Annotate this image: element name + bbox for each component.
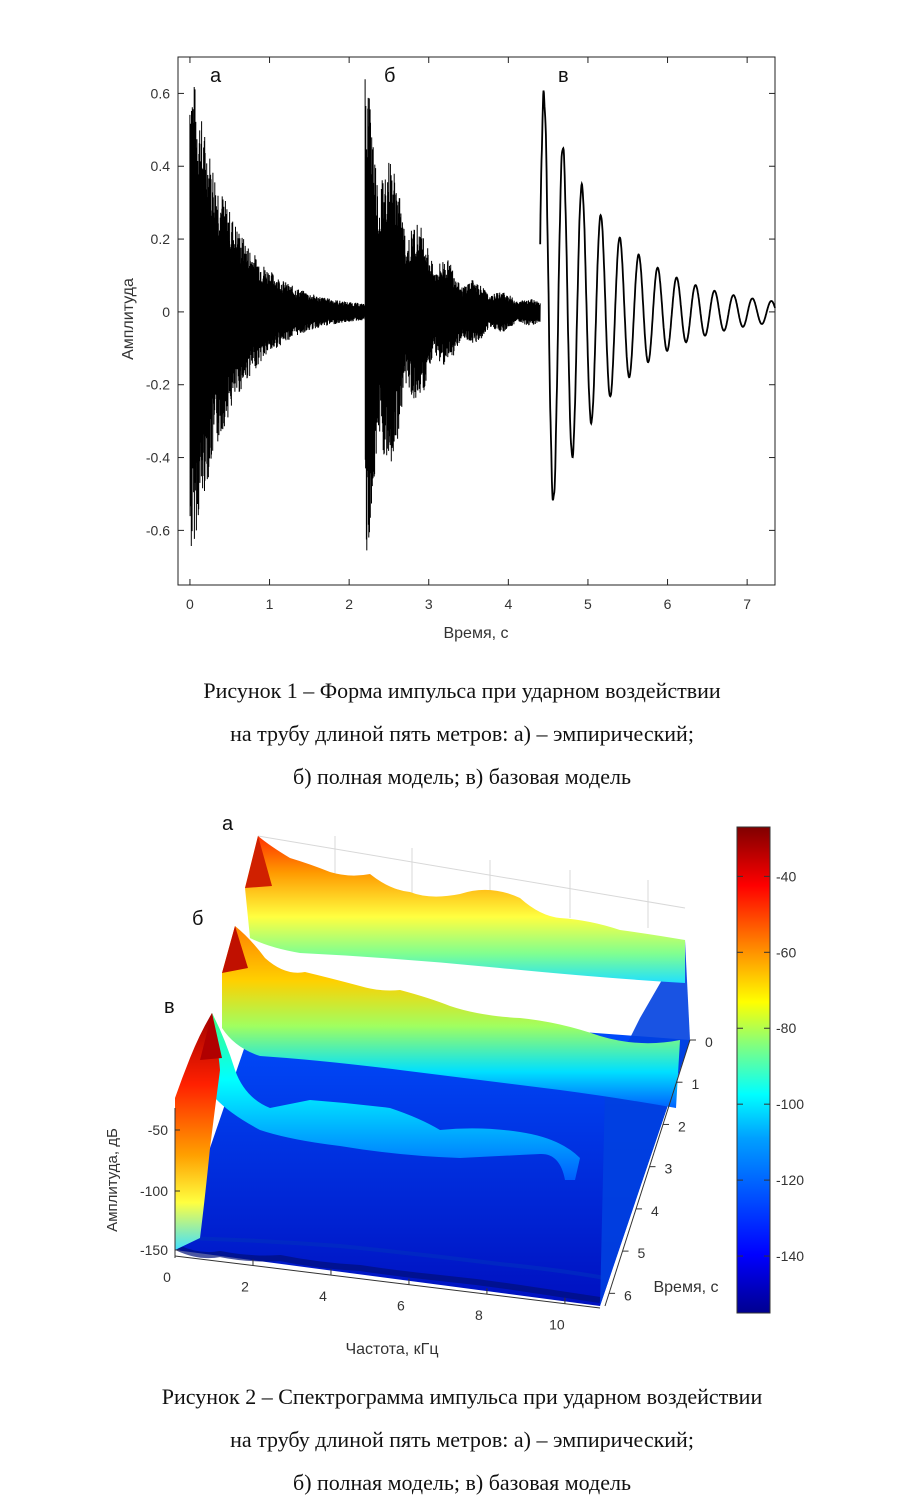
ridge-c [200,1013,580,1180]
y-tick-label: 5 [638,1245,646,1261]
y-tick-label: 0.4 [151,158,171,174]
caption-line: б) полная модель; в) базовая модель [293,764,631,789]
y-tick-label: 6 [624,1287,632,1303]
x-tick-label: 8 [475,1307,483,1323]
z-tick-label: -150 [140,1242,168,1258]
y-tick-label: 0.2 [151,231,171,247]
y-axis-label: Время, с [653,1279,718,1296]
x-tick-label: 2 [241,1279,249,1295]
z-tick-label: -100 [140,1183,168,1199]
caption-line: Рисунок 2 – Спектрограмма импульса при у… [161,1384,763,1409]
y-tick-label: 0 [705,1034,713,1050]
panel-label-a: а [222,813,234,835]
x-tick-label: 0 [163,1269,171,1285]
y-tick-label: 4 [651,1203,659,1219]
x-tick-label: 1 [266,596,274,612]
x-tick-label: 3 [425,596,433,612]
x-axis-label: Частота, кГц [345,1341,438,1358]
caption-line: на трубу длиной пять метров: а) – эмпири… [230,721,694,746]
z-axis-ticks: -50 -100 -150 [140,1122,180,1258]
x-tick-label: 6 [397,1298,405,1314]
floor-noise [176,1245,601,1303]
figure-2-caption: Рисунок 2 – Спектрограмма импульса при у… [0,1375,924,1504]
colorbar-tick-label: -100 [776,1096,804,1112]
series-б [364,79,541,551]
panel-label-a: а [210,65,222,87]
x-tick-label: 6 [664,596,672,612]
y-tick-label: -0.4 [146,450,170,466]
y-axis-ticks: 0 1 2 3 4 5 6 [609,1034,713,1303]
colorbar-ticks: -40 -60 -80 -100 -120 -140 [737,868,804,1264]
waveform-signal [189,79,776,551]
y-tick-label: 0.6 [151,85,171,101]
x-axis [174,1255,601,1309]
y-axis [604,1039,691,1307]
figure-1-caption: Рисунок 1 – Форма импульса при ударном в… [0,669,924,798]
y-tick-label: 0 [162,304,170,320]
y-tick-label: 3 [665,1161,673,1177]
ridge-b [222,926,680,1108]
colorbar-tick-label: -60 [776,944,796,960]
x-tick-label: 10 [549,1317,565,1333]
colorbar-tick-label: -40 [776,868,796,884]
series-а [189,86,366,547]
x-tick-label: 0 [186,596,194,612]
colorbar [736,826,771,1314]
panel-label-v: в [558,65,569,87]
z-tick-label: -50 [148,1122,168,1138]
figure-1-waveform-plot: 0 1 2 3 4 5 6 7 -0.6 -0.4 -0.2 0 0.2 0.4 0.6 а б в Ам… [120,56,776,642]
y-tick-label: -0.2 [146,377,170,393]
colorbar-tick-label: -140 [776,1248,804,1264]
panel-label-b: б [384,65,395,87]
x-axis-ticks: 0 2 4 6 8 10 [163,1250,566,1333]
y-axis-label: Амплитуда [120,278,137,360]
caption-line: на трубу длиной пять метров: а) – эмпири… [230,1427,694,1452]
surface-right-wall [600,940,690,1306]
x-axis-label: Время, с [443,625,508,642]
x-axis-ticks: 0 1 2 3 4 5 6 7 [186,57,751,612]
caption-line: Рисунок 1 – Форма импульса при ударном в… [203,678,721,703]
panel-label-v: в [164,996,175,1018]
y-tick-label: 2 [678,1118,686,1134]
ridge-a [245,836,685,983]
x-tick-label: 4 [504,596,512,612]
y-axis-ticks: -0.6 -0.4 -0.2 0 0.2 0.4 0.6 [146,85,775,538]
panel-label-b: б [192,908,203,930]
series-в [539,90,776,501]
x-tick-label: 4 [319,1288,327,1304]
caption-line: б) полная модель; в) базовая модель [293,1470,631,1495]
y-tick-label: 1 [692,1076,700,1092]
y-tick-label: -0.6 [146,522,170,538]
x-tick-label: 7 [743,596,751,612]
surface-left-wall [175,1013,220,1250]
x-tick-label: 5 [584,596,592,612]
z-axis-label: Амплитуда, дБ [104,1128,121,1232]
x-tick-label: 2 [345,596,353,612]
colorbar-tick-label: -120 [776,1172,804,1188]
colorbar-tick-label: -80 [776,1020,796,1036]
